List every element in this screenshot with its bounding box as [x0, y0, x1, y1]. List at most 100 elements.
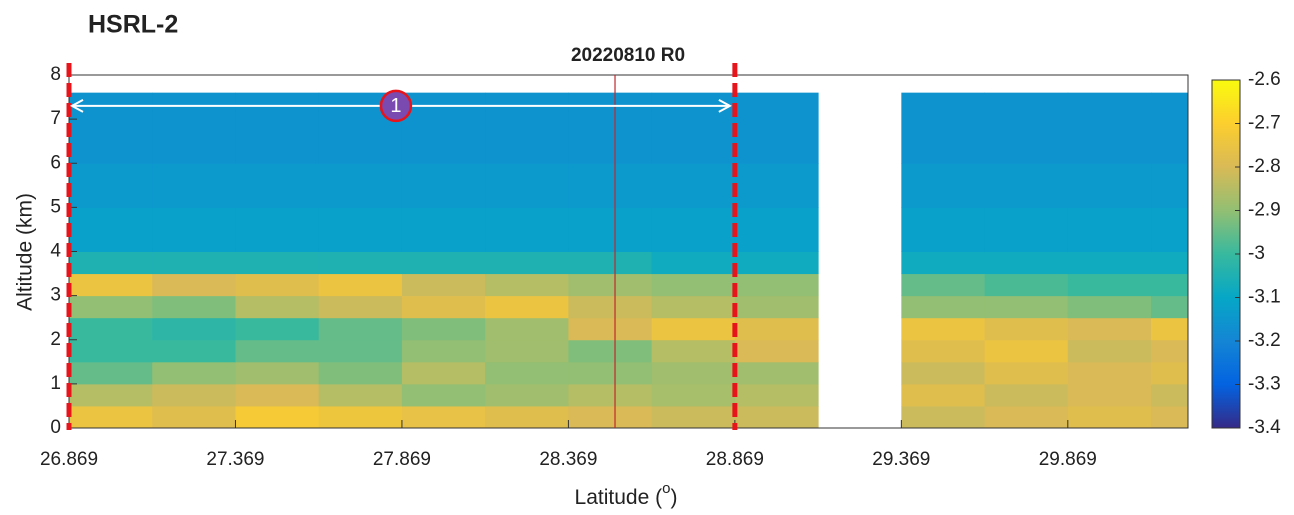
heatmap-cell — [69, 339, 153, 363]
heatmap-cell — [984, 361, 1069, 385]
heatmap-cell — [69, 383, 153, 407]
x-tick-label: 27.869 — [373, 449, 431, 470]
heatmap-cell — [1067, 405, 1152, 429]
heatmap-cell — [734, 251, 819, 275]
heatmap-cell — [1067, 273, 1152, 297]
heatmap-cell — [1151, 405, 1189, 429]
heatmap-cell — [235, 251, 320, 275]
heatmap-cell — [1151, 273, 1189, 297]
heatmap-cell — [901, 405, 986, 429]
heatmap-cell — [901, 295, 986, 319]
heatmap-cell — [318, 207, 403, 252]
annotation-badge — [379, 89, 413, 123]
heatmap-cell — [984, 339, 1069, 363]
heatmap-cell — [734, 339, 819, 363]
x-axis-label-sup: o — [662, 480, 670, 497]
heatmap-cell — [568, 251, 653, 275]
heatmap-cell — [152, 405, 236, 429]
heatmap-cell — [401, 361, 486, 385]
heatmap-cell — [318, 405, 403, 429]
heatmap-cell — [568, 405, 653, 429]
heatmap-cell — [651, 251, 736, 275]
heatmap-cell — [401, 92, 486, 164]
heatmap-cell — [69, 361, 153, 385]
heatmap-cell — [152, 207, 236, 252]
heatmap-cell — [568, 92, 653, 164]
heatmap-cell — [984, 405, 1069, 429]
heatmap-cell — [1067, 92, 1152, 164]
x-axis-label-end: ) — [670, 486, 677, 509]
colorbar-tick-label: -2.8 — [1248, 156, 1281, 177]
heatmap-cell — [235, 405, 320, 429]
heatmap-cell — [485, 383, 569, 407]
heatmap-cell — [152, 92, 236, 164]
heatmap-cell — [734, 92, 819, 164]
heatmap-cell — [1151, 92, 1189, 164]
x-axis-label: Latitude (o) — [575, 480, 678, 509]
heatmap-cell — [1067, 251, 1152, 275]
colorbar-tick-label: -3.1 — [1248, 287, 1281, 308]
heatmap-cell — [1151, 339, 1189, 363]
heatmap-cell — [901, 317, 986, 341]
heatmap-cell — [901, 163, 986, 208]
heatmap-cell — [1067, 339, 1152, 363]
heatmap-cell — [1151, 361, 1189, 385]
heatmap-cell — [69, 92, 153, 164]
heatmap-cell — [901, 273, 986, 297]
heatmap-cell — [401, 405, 486, 429]
heatmap-cell — [984, 92, 1069, 164]
heatmap-cell — [401, 383, 486, 407]
heatmap-cell — [69, 163, 153, 208]
heatmap-cell — [485, 361, 569, 385]
heatmap-cell — [401, 273, 486, 297]
heatmap-cell — [69, 295, 153, 319]
y-axis-label: Altitude (km) — [14, 193, 37, 311]
heatmap-cell — [485, 251, 569, 275]
heatmap-cell — [568, 383, 653, 407]
heatmap-cell — [901, 207, 986, 252]
heatmap-cell — [318, 251, 403, 275]
heatmap-cell — [568, 317, 653, 341]
y-tick-label: 0 — [50, 417, 61, 438]
heatmap-cell — [485, 163, 569, 208]
heatmap-cell — [984, 273, 1069, 297]
y-tick-label: 2 — [50, 329, 61, 350]
x-tick-label: 28.869 — [706, 449, 764, 470]
heatmap-cell — [318, 339, 403, 363]
heatmap-cell — [318, 317, 403, 341]
heatmap-cell — [984, 295, 1069, 319]
heatmap-cell — [734, 405, 819, 429]
heatmap-cell — [651, 163, 736, 208]
heatmap-cell — [401, 251, 486, 275]
heatmap-cell — [1151, 295, 1189, 319]
heatmap-cell — [734, 273, 819, 297]
heatmap-cell — [984, 251, 1069, 275]
x-tick-label: 29.369 — [872, 449, 930, 470]
heatmap-cell — [152, 317, 236, 341]
heatmap-cell — [1151, 251, 1189, 275]
heatmap-cell — [901, 383, 986, 407]
heatmap-cell — [401, 295, 486, 319]
heatmap-cell — [69, 273, 153, 297]
heatmap-cell — [485, 317, 569, 341]
colorbar-tick-label: -2.7 — [1248, 113, 1281, 134]
heatmap-cell — [568, 273, 653, 297]
heatmap-cell — [651, 317, 736, 341]
heatmap-cell — [235, 339, 320, 363]
heatmap-cell — [401, 339, 486, 363]
y-tick-label: 4 — [50, 241, 61, 262]
heatmap-cell — [1151, 383, 1189, 407]
heatmap-cell — [901, 361, 986, 385]
heatmap-cell — [152, 295, 236, 319]
heatmap-cell — [235, 361, 320, 385]
heatmap-cell — [485, 207, 569, 252]
colorbar — [1211, 79, 1241, 429]
heatmap-cell — [734, 383, 819, 407]
annotation-label: 1 — [390, 95, 401, 117]
colorbar-tick-label: -3.3 — [1248, 374, 1281, 395]
heatmap-cell — [318, 273, 403, 297]
heatmap-cell — [318, 163, 403, 208]
heatmap-cell — [1067, 383, 1152, 407]
heatmap-cell — [651, 405, 736, 429]
